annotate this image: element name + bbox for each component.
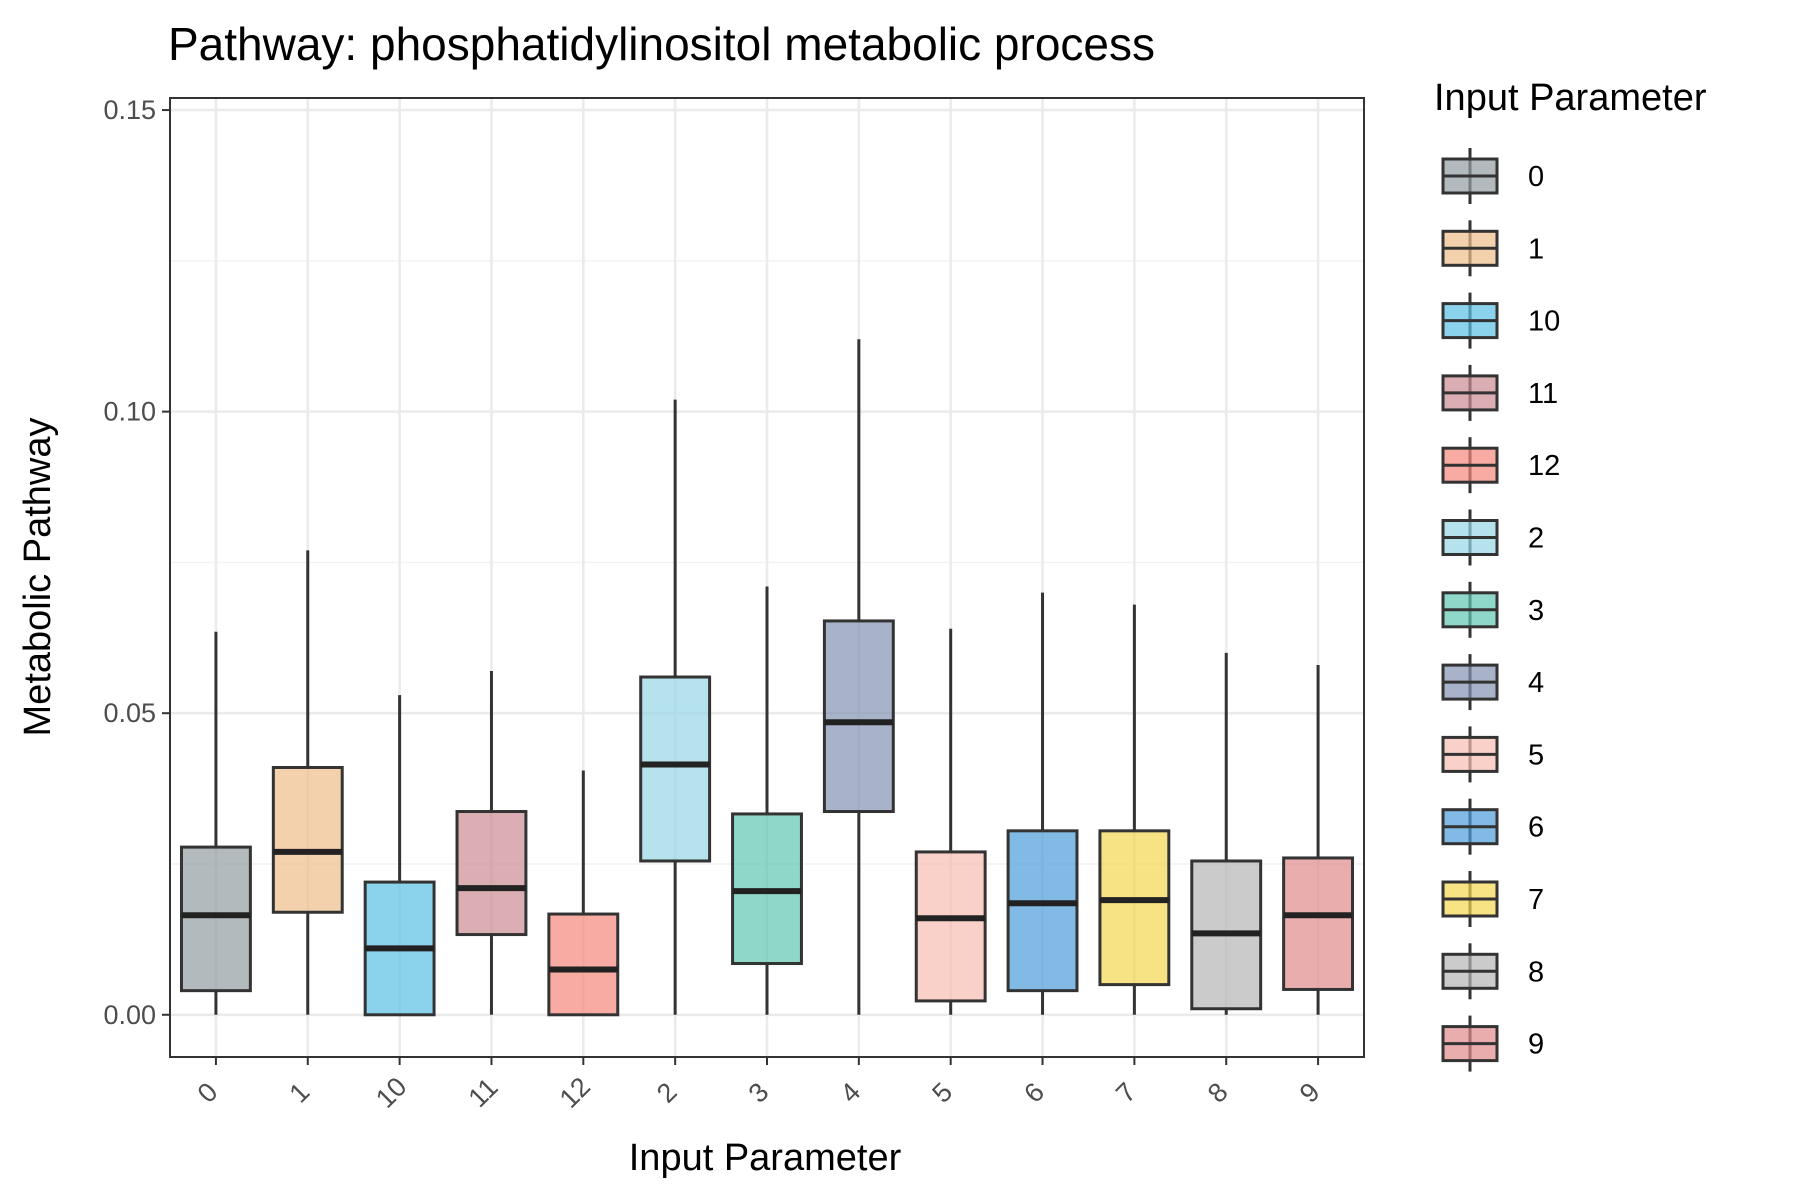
legend-item-5: 5: [1441, 726, 1544, 783]
x-tick-label: 3: [743, 1077, 775, 1109]
y-tick-label: 0.00: [103, 1000, 156, 1030]
box-body: [822, 619, 895, 814]
legend-label: 8: [1528, 956, 1544, 988]
legend-item-12: 12: [1441, 437, 1560, 494]
box-body: [914, 850, 987, 1003]
box-2: [639, 399, 712, 1015]
legend-item-3: 3: [1441, 581, 1544, 638]
legend-label: 6: [1528, 812, 1544, 844]
y-axis-title: Metabolic Pathway: [17, 418, 59, 737]
y-tick-label: 0.10: [103, 397, 156, 427]
x-tick-label: 4: [835, 1077, 867, 1109]
legend-item-10: 10: [1441, 292, 1560, 349]
box-12: [547, 770, 620, 1017]
box-7: [1098, 604, 1171, 1015]
legend-item-6: 6: [1441, 798, 1544, 855]
box-11: [455, 670, 528, 1015]
box-body: [179, 845, 252, 993]
box-10: [363, 695, 436, 1017]
y-axis: 0.00 0.05 0.10 0.15: [103, 95, 170, 1030]
legend-label: 1: [1528, 233, 1544, 265]
box-8: [1190, 652, 1263, 1015]
x-axis-title: Input Parameter: [629, 1137, 902, 1179]
y-tick-label: 0.05: [103, 698, 156, 728]
legend-item-0: 0: [1441, 148, 1544, 204]
x-tick-label: 5: [926, 1077, 958, 1109]
box-body: [547, 912, 620, 1017]
x-tick-label: 7: [1110, 1077, 1142, 1109]
y-tick-label: 0.15: [103, 95, 156, 125]
x-tick-label: 9: [1294, 1077, 1326, 1109]
legend-item-4: 4: [1441, 654, 1544, 711]
box-body: [455, 810, 528, 937]
box-6: [1006, 592, 1079, 1015]
chart-title: Pathway: phosphatidylinositol metabolic …: [168, 18, 1155, 70]
legend-item-8: 8: [1441, 943, 1544, 1000]
legend-items: 0 1 10 11 12 2 3 4 5 6 7 8 9: [1441, 148, 1560, 1072]
legend-title: Input Parameter: [1434, 77, 1707, 119]
box-body: [639, 675, 712, 863]
box-0: [179, 631, 252, 1015]
legend-label: 7: [1528, 884, 1544, 916]
legend-item-7: 7: [1441, 871, 1544, 927]
x-tick-label: 1: [283, 1077, 315, 1109]
box-3: [731, 586, 803, 1015]
x-axis: 0 1 10 11 12 2 3 4 5 6 7 8 9: [192, 1057, 1326, 1114]
box-9: [1282, 664, 1355, 1015]
x-tick-label: 8: [1202, 1077, 1234, 1109]
box-1: [271, 550, 344, 1015]
legend: Input Parameter 0 1 10 11 12 2 3 4 5 6 7 8 9: [1434, 77, 1707, 1072]
box-body: [1282, 856, 1355, 991]
legend-label: 12: [1528, 450, 1560, 482]
x-tick-label: 0: [192, 1077, 224, 1109]
legend-label: 4: [1528, 667, 1544, 699]
plot-panel: [169, 97, 1365, 1058]
legend-label: 5: [1528, 739, 1544, 771]
legend-label: 2: [1528, 523, 1544, 555]
x-tick-label: 10: [370, 1071, 412, 1113]
x-tick-label: 6: [1018, 1077, 1050, 1109]
x-tick-label: 12: [554, 1071, 596, 1113]
legend-label: 3: [1528, 595, 1544, 627]
box-body: [1006, 829, 1079, 993]
legend-label: 0: [1528, 161, 1544, 193]
legend-item-9: 9: [1441, 1015, 1544, 1072]
box-5: [914, 628, 987, 1015]
legend-item-1: 1: [1441, 220, 1544, 277]
x-tick-label: 2: [651, 1077, 683, 1109]
box-body: [1098, 829, 1171, 987]
legend-label: 9: [1528, 1029, 1544, 1061]
boxes: [179, 339, 1355, 1017]
box-4: [822, 339, 895, 1015]
legend-label: 11: [1528, 378, 1558, 410]
box-body: [271, 765, 344, 914]
legend-label: 10: [1528, 306, 1560, 338]
legend-item-11: 11: [1441, 364, 1558, 421]
x-tick-label: 11: [463, 1072, 504, 1113]
legend-item-2: 2: [1441, 509, 1544, 566]
